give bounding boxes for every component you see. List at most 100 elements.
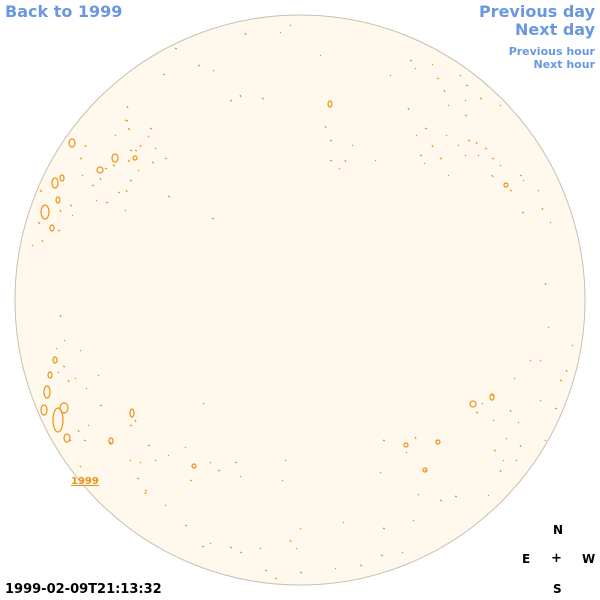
contour-mark	[289, 539, 292, 543]
contour-mark	[284, 459, 287, 462]
contour-mark	[125, 189, 128, 193]
previous-hour-link[interactable]: Previous hour	[508, 45, 595, 58]
observation-timestamp: 1999-02-09T21:13:32	[5, 582, 162, 597]
contour-mark	[134, 149, 138, 152]
contour-mark	[147, 444, 151, 447]
contour-loop	[129, 408, 135, 418]
contour-mark	[499, 469, 502, 473]
contour-mark	[79, 465, 82, 468]
contour-mark	[505, 437, 508, 440]
compass-east: E	[522, 552, 531, 566]
contour-mark	[127, 127, 131, 131]
contour-mark	[59, 209, 62, 213]
contour-mark	[499, 104, 502, 107]
contour-mark	[475, 141, 478, 145]
contour-loop	[59, 174, 65, 182]
contour-mark	[465, 84, 469, 87]
contour-mark	[167, 195, 171, 198]
contour-loop	[422, 467, 428, 473]
contour-mark	[519, 174, 523, 177]
contour-mark	[279, 31, 282, 34]
contour-mark	[445, 134, 448, 137]
contour-mark	[412, 519, 415, 522]
contour-mark	[549, 221, 552, 224]
contour-mark	[379, 471, 382, 474]
contour-loop	[40, 204, 50, 220]
contour-mark	[447, 104, 450, 107]
contour-mark	[459, 74, 462, 77]
contour-mark	[84, 144, 87, 148]
contour-mark	[164, 504, 167, 507]
contour-mark	[104, 167, 108, 170]
contour-mark	[114, 134, 117, 137]
contour-mark	[502, 459, 505, 462]
contour-loop	[43, 385, 51, 399]
contour-mark	[439, 499, 443, 502]
contour-mark	[197, 64, 201, 67]
contour-mark	[211, 217, 215, 220]
contour-mark	[74, 377, 77, 380]
contour-mark	[229, 546, 233, 549]
contour-mark	[513, 377, 516, 380]
contour-mark	[423, 162, 426, 165]
contour-mark	[439, 157, 443, 160]
contour-mark	[105, 201, 109, 204]
next-day-link[interactable]: Next day	[515, 20, 595, 39]
contour-mark	[239, 551, 243, 554]
contour-mark	[117, 191, 121, 194]
contour-mark	[401, 551, 404, 554]
next-hour-link[interactable]: Next hour	[533, 58, 596, 71]
contour-mark	[97, 374, 100, 377]
contour-loop	[63, 433, 71, 443]
contour-mark	[139, 144, 142, 148]
contour-mark	[189, 479, 193, 482]
contour-mark	[479, 97, 483, 100]
region-link[interactable]: 1999	[71, 476, 99, 487]
contour-mark	[415, 134, 418, 137]
contour-mark	[509, 409, 512, 413]
contour-mark	[544, 439, 547, 442]
contour-mark	[229, 99, 233, 102]
contour-mark	[81, 174, 84, 177]
contour-mark	[454, 495, 458, 498]
contour-mark	[329, 159, 333, 162]
contour-mark	[493, 449, 497, 452]
contour-loop	[47, 371, 53, 379]
contour-mark	[457, 144, 460, 147]
contour-mark	[83, 439, 87, 442]
contour-mark	[487, 494, 490, 497]
contour-mark	[409, 59, 413, 62]
contour-mark	[491, 174, 494, 178]
contour-mark	[137, 169, 140, 172]
contour-mark	[91, 184, 95, 187]
contour-mark	[129, 424, 133, 427]
contour-mark	[475, 411, 479, 414]
contour-mark	[382, 527, 386, 530]
contour-mark	[31, 244, 34, 247]
contour-mark	[129, 459, 132, 462]
contour-mark	[79, 349, 82, 352]
contour-mark	[79, 157, 83, 160]
contour-mark	[477, 154, 480, 157]
contour-loop	[503, 182, 509, 188]
contour-loop	[403, 442, 409, 448]
contour-mark	[144, 489, 148, 492]
previous-day-link[interactable]: Previous day	[478, 2, 595, 21]
contour-mark	[522, 179, 525, 182]
contour-mark	[149, 127, 153, 130]
contour-loop	[132, 155, 138, 161]
contour-mark	[162, 73, 166, 76]
contour-mark	[417, 493, 420, 496]
contour-mark	[55, 347, 58, 350]
contour-mark	[261, 97, 265, 100]
contour-mark	[380, 554, 384, 557]
contour-mark	[571, 344, 574, 347]
contour-mark	[67, 379, 70, 383]
contour-mark	[259, 547, 262, 550]
contour-mark	[295, 547, 298, 550]
contour-mark	[134, 419, 137, 423]
contour-mark	[139, 461, 142, 464]
contour-mark	[112, 164, 116, 167]
back-to-year-link[interactable]: Back to 1999	[5, 2, 123, 21]
